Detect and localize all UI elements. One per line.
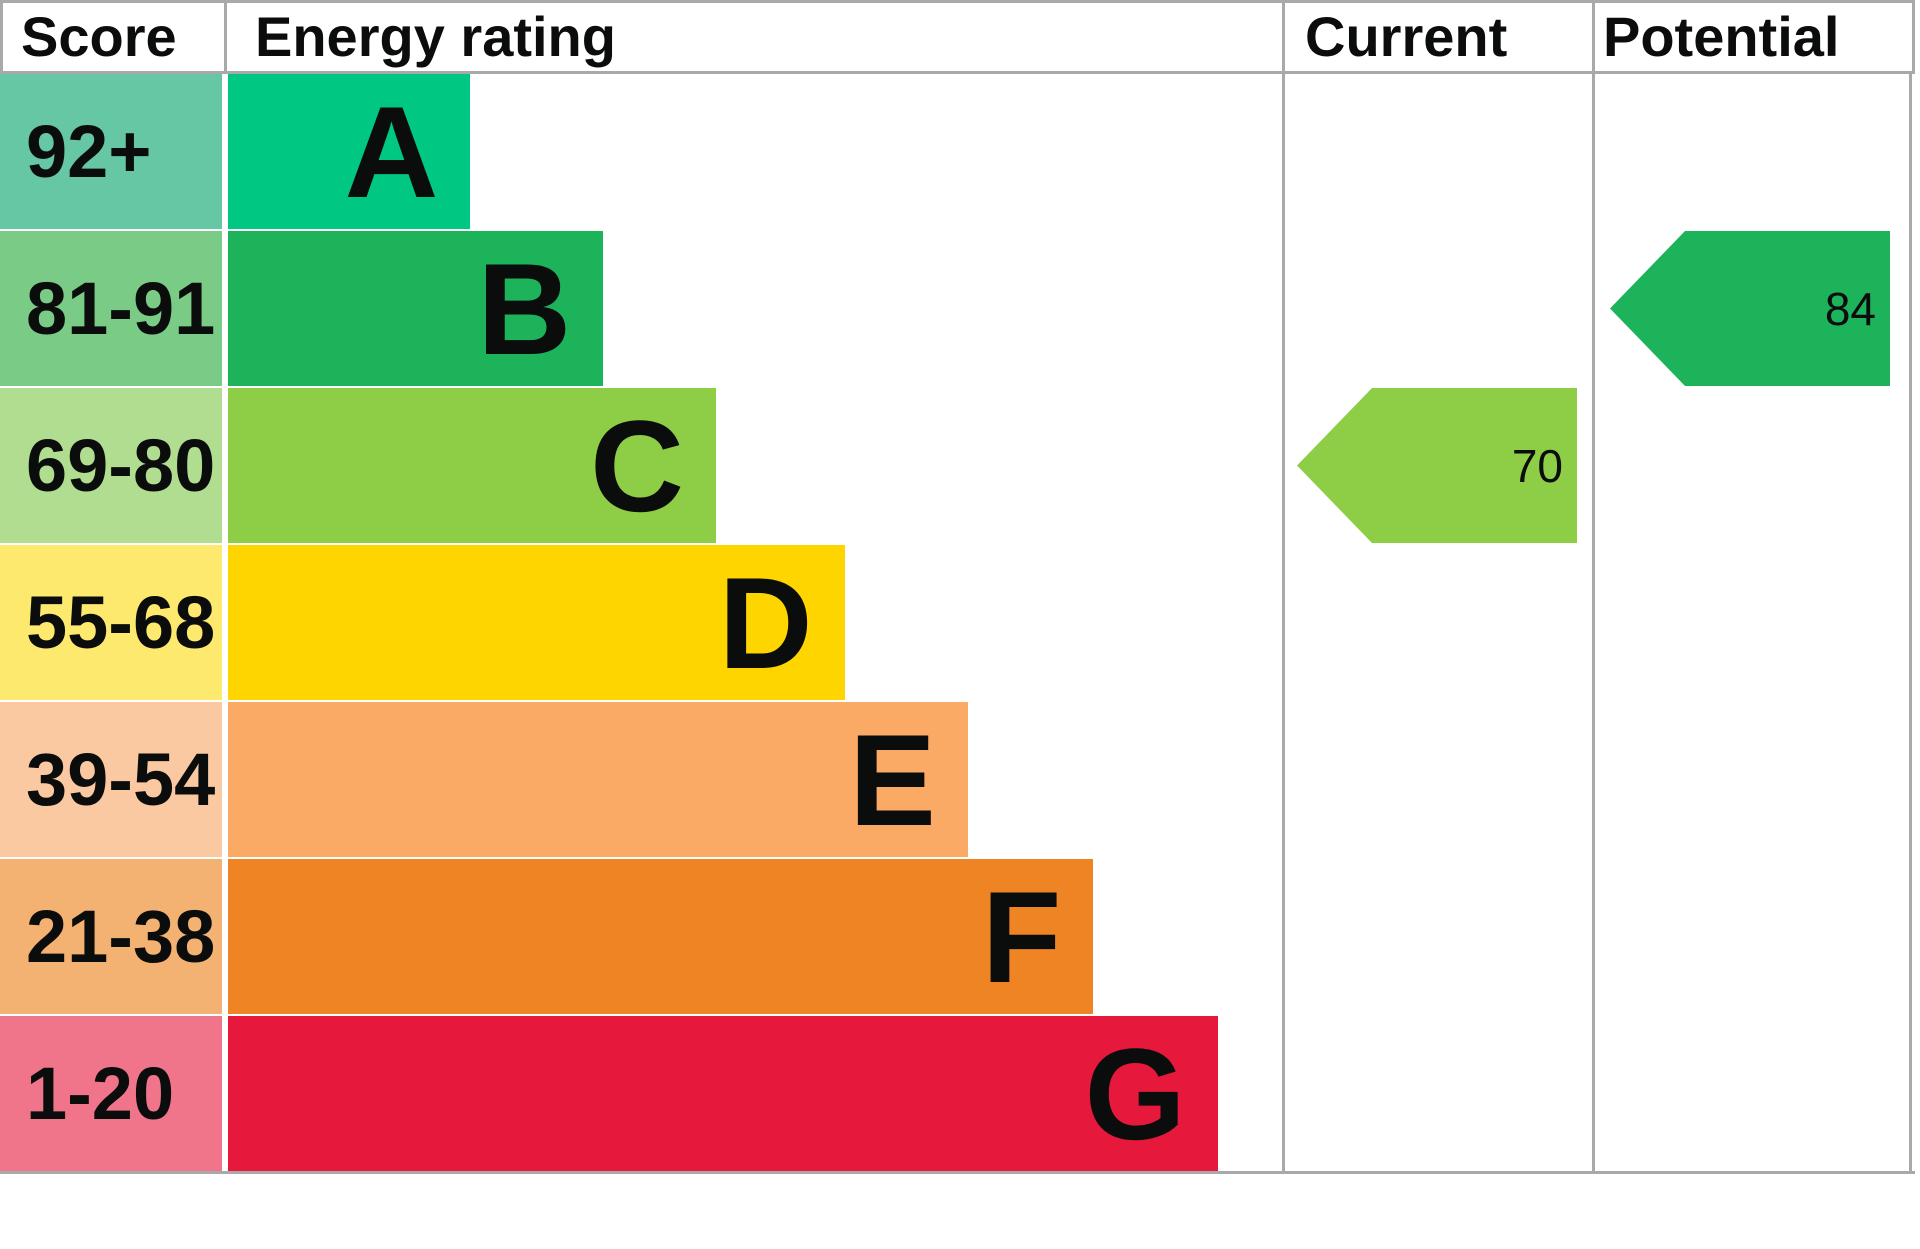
band-letter: C	[590, 392, 684, 539]
band-score-label: 39-54	[26, 737, 216, 821]
table-right-border	[1909, 74, 1912, 1171]
band-bar-zone: B	[228, 231, 1282, 386]
header-current-label: Current	[1305, 5, 1508, 68]
current-zone	[1282, 545, 1592, 700]
band-row: 81-91 B 84	[0, 231, 1912, 388]
band-bar-zone: E	[228, 702, 1282, 857]
band-letter: B	[477, 235, 572, 382]
band-bar: B	[228, 231, 604, 386]
band-bar: G	[228, 1016, 1218, 1171]
band-score-cell: 21-38	[0, 859, 222, 1014]
band-score-label: 1-20	[26, 1051, 175, 1135]
header-energy-rating: Energy rating	[227, 3, 1285, 71]
band-score-cell: 39-54	[0, 702, 222, 857]
band-row: 69-80 C 70	[0, 388, 1912, 545]
band-score-label: 92+	[26, 109, 152, 193]
potential-zone	[1592, 859, 1912, 1014]
header-score-label: Score	[21, 5, 177, 68]
header-current: Current	[1285, 3, 1595, 71]
current-zone	[1282, 1016, 1592, 1171]
band-score-cell: 81-91	[0, 231, 222, 386]
table-header-row: Score Energy rating Current Potential	[0, 0, 1915, 74]
band-row: 39-54 E	[0, 702, 1912, 859]
band-score-label: 81-91	[26, 266, 216, 350]
band-score-cell: 92+	[0, 74, 222, 229]
current-value: 70	[1511, 439, 1563, 492]
potential-zone	[1592, 1016, 1912, 1171]
band-letter: G	[1084, 1020, 1186, 1167]
band-rows: 92+ A 81-91 B	[0, 74, 1912, 1171]
table-bottom-border	[0, 1171, 1915, 1174]
potential-zone: 84	[1592, 231, 1912, 386]
potential-zone	[1592, 545, 1912, 700]
current-zone	[1282, 74, 1592, 229]
band-score-cell: 55-68	[0, 545, 222, 700]
band-score-label: 21-38	[26, 894, 216, 978]
band-bar: A	[228, 74, 471, 229]
header-potential: Potential	[1595, 3, 1915, 71]
potential-zone	[1592, 388, 1912, 543]
current-zone	[1282, 702, 1592, 857]
header-potential-label: Potential	[1603, 5, 1840, 68]
band-bar: C	[228, 388, 716, 543]
band-row: 55-68 D	[0, 545, 1912, 702]
band-score-cell: 69-80	[0, 388, 222, 543]
band-bar-zone: F	[228, 859, 1282, 1014]
current-zone	[1282, 859, 1592, 1014]
band-row: 21-38 F	[0, 859, 1912, 1016]
band-bar: D	[228, 545, 845, 700]
potential-arrow: 84	[1610, 231, 1890, 386]
band-letter: A	[344, 78, 439, 225]
band-row: 1-20 G	[0, 1016, 1912, 1171]
potential-value: 84	[1824, 282, 1876, 335]
band-letter: D	[718, 549, 813, 696]
current-zone	[1282, 231, 1592, 386]
band-bar-zone: A	[228, 74, 1282, 229]
band-score-label: 69-80	[26, 423, 216, 507]
potential-zone	[1592, 702, 1912, 857]
band-bar-zone: G	[228, 1016, 1282, 1171]
band-bar-zone: D	[228, 545, 1282, 700]
band-bar-zone: C	[228, 388, 1282, 543]
current-arrow: 70	[1297, 388, 1577, 543]
current-zone: 70	[1282, 388, 1592, 543]
band-score-cell: 1-20	[0, 1016, 222, 1171]
band-bar: F	[228, 859, 1094, 1014]
band-letter: F	[981, 863, 1062, 1010]
column-divider-current-potential	[1592, 74, 1595, 1171]
potential-zone	[1592, 74, 1912, 229]
band-letter: E	[849, 706, 936, 853]
band-row: 92+ A	[0, 74, 1912, 231]
epc-table: Score Energy rating Current Potential 92…	[0, 0, 1915, 1174]
column-divider-energy-current	[1282, 74, 1285, 1171]
header-energy-rating-label: Energy rating	[255, 5, 616, 68]
header-score: Score	[0, 3, 227, 71]
band-bar: E	[228, 702, 968, 857]
band-score-label: 55-68	[26, 580, 216, 664]
